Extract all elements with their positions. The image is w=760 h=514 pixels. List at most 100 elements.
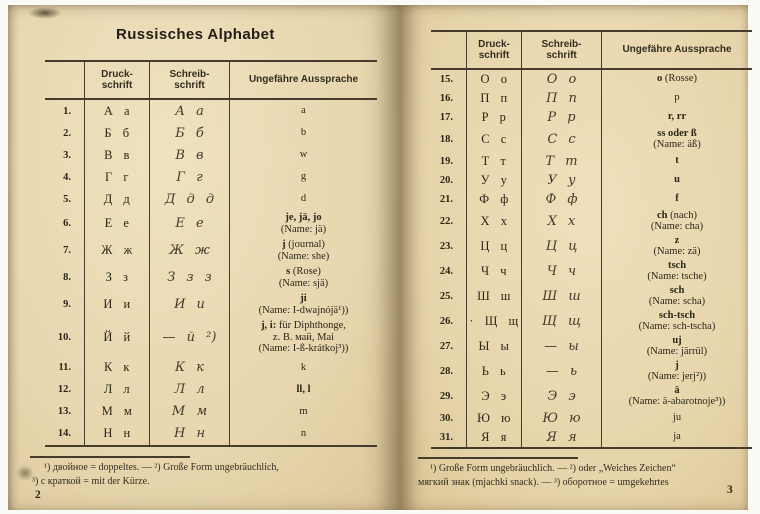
table-row: 14. Н н Н н n <box>45 422 377 445</box>
row-number: 12. <box>45 378 85 401</box>
print-letters: Т т <box>467 152 522 171</box>
row-number: 24. <box>431 259 467 284</box>
pronunciation-line2: z. B. май, Mai <box>272 331 335 343</box>
pronunciation-main: s (Rose) <box>286 266 321 278</box>
header-schreibschrift: Schreib- schrift <box>522 32 602 68</box>
row-number: 26. <box>431 309 467 334</box>
pronunciation-bold: sch-tsch <box>658 310 696 321</box>
pronunciation-rest: (nach) <box>667 210 697 221</box>
cursive-letters: — ы <box>522 334 602 359</box>
row-number: 5. <box>45 188 85 210</box>
row-number: 14. <box>45 422 85 445</box>
pronunciation-main: f <box>675 194 679 205</box>
table-row: 29. Э э Э э ä (Name: ä-abarotnoje³)) <box>431 384 752 409</box>
row-number: 18. <box>431 127 467 152</box>
page-title: Russisches Alphabet <box>116 26 275 43</box>
cursive-letters: Ч ч <box>522 259 602 284</box>
pronunciation-main: p <box>674 93 679 104</box>
pronunciation-rest: ja <box>673 431 681 443</box>
print-letters: З з <box>85 264 150 291</box>
pronunciation-rest: (Rose) <box>290 266 321 277</box>
table-header: Druck- schrift Schreib- schrift Ungefähr… <box>431 32 752 70</box>
pronunciation-main: o (Rosse) <box>657 74 697 85</box>
row-number: 2. <box>45 122 85 144</box>
pronunciation-name-note: (Name: zä) <box>653 245 701 257</box>
table-row: 18. С с С с ss oder ß (Name: äß) <box>431 127 752 152</box>
row-number: 28. <box>431 359 467 384</box>
pronunciation-cell: u <box>602 171 752 190</box>
table-row: 24. Ч ч Ч ч tsch (Name: tsche) <box>431 259 752 284</box>
pronunciation-cell: r, rr <box>602 108 752 127</box>
table-body: 1. А а А а a 2. Б б Б б <box>45 100 377 445</box>
pronunciation-main: sch-tsch <box>658 310 696 322</box>
pronunciation-cell: g <box>230 166 377 188</box>
pronunciation-cell: m <box>230 401 377 423</box>
table-row: 23. Ц ц Ц ц z (Name: zä) <box>431 234 752 259</box>
page-stain <box>16 465 34 481</box>
table-row: 1. А а А а a <box>45 100 377 122</box>
cursive-letters: Н н <box>150 422 230 445</box>
pronunciation-bold: ch <box>657 210 668 221</box>
pronunciation-cell: p <box>602 89 752 108</box>
pronunciation-rest: k <box>300 361 307 373</box>
pronunciation-main: d <box>301 193 306 205</box>
pronunciation-main: z <box>675 235 680 247</box>
row-number: 9. <box>45 291 85 318</box>
cursive-letters: Б б <box>150 122 230 144</box>
row-number: 6. <box>45 210 85 237</box>
pronunciation-bold: j <box>675 360 679 371</box>
header-number-cell <box>45 62 85 98</box>
table-row: 21. Ф ф Ф ф f <box>431 190 752 209</box>
left-page: Russisches Alphabet Druck- schrift Schre… <box>8 5 400 510</box>
pronunciation-main: w <box>300 149 308 161</box>
footnotes: ¹) двойное = doppeltes. — ²) Große Form … <box>32 461 382 488</box>
pronunciation-rest: (journal) <box>285 239 325 250</box>
pronunciation-rest: a <box>301 105 306 117</box>
cursive-letters: М м <box>150 400 230 423</box>
row-number: 3. <box>45 144 85 166</box>
table-row: 15. О о О о o (Rosse) <box>431 70 752 89</box>
page-stain <box>28 7 62 19</box>
print-letters: Е е <box>85 210 150 237</box>
print-letters: Х х <box>467 209 522 234</box>
pronunciation-main: a <box>301 105 306 117</box>
pronunciation-cell: k <box>230 357 377 379</box>
pronunciation-cell: d <box>230 188 377 210</box>
print-letters: С с <box>467 127 522 152</box>
print-letters: Ф ф <box>467 190 522 209</box>
pronunciation-cell: s (Rose) (Name: sjä) <box>230 264 377 291</box>
pronunciation-main: ä <box>674 385 679 397</box>
pronunciation-main: b <box>301 127 306 139</box>
cursive-letters: Щ щ <box>522 309 602 334</box>
cursive-letters: П п <box>522 89 602 108</box>
pronunciation-cell: t <box>602 152 752 171</box>
pronunciation-cell: sch (Name: scha) <box>602 284 752 309</box>
row-number: 11. <box>45 356 85 379</box>
row-number: 23. <box>431 234 467 259</box>
pronunciation-name-note: (Name: I-ß-krátkoj³)) <box>258 343 349 354</box>
table-row: 5. Д д Д д д d <box>45 188 377 210</box>
cursive-letters: Я я <box>522 428 602 447</box>
pronunciation-bold: j <box>282 239 286 250</box>
pronunciation-main: m <box>299 406 307 418</box>
table-row: 22. Х х Х х ch (nach) (Name: cha) <box>431 209 752 234</box>
table-row: 11. К к К к k <box>45 356 377 379</box>
pronunciation-main: ch (nach) <box>657 210 697 222</box>
pronunciation-main: ju <box>673 413 681 424</box>
footnote-rule <box>30 456 190 458</box>
print-letters: Р р <box>467 108 522 127</box>
table-row: 13. М м М м m <box>45 400 377 423</box>
pronunciation-name-note: (Name: sch-tscha) <box>638 320 716 332</box>
pronunciation-main: j <box>675 360 679 372</box>
cursive-letters: А а <box>150 100 230 122</box>
footnotes: ¹) Große Form ungebräuchlich. — ²) oder … <box>418 462 744 489</box>
print-letters: У у <box>467 171 522 190</box>
row-number: 29. <box>431 384 467 409</box>
pronunciation-main: ji <box>300 293 306 305</box>
pronunciation-rest: g <box>300 171 307 183</box>
pronunciation-cell: j, i: für Diphthonge, z. B. май, Mai (Na… <box>230 318 377 357</box>
pronunciation-cell: tsch (Name: tsche) <box>602 259 752 284</box>
table-row: 19. Т т Т т t <box>431 152 752 171</box>
cursive-letters: С с <box>522 127 602 152</box>
print-letters: Н н <box>85 422 150 445</box>
